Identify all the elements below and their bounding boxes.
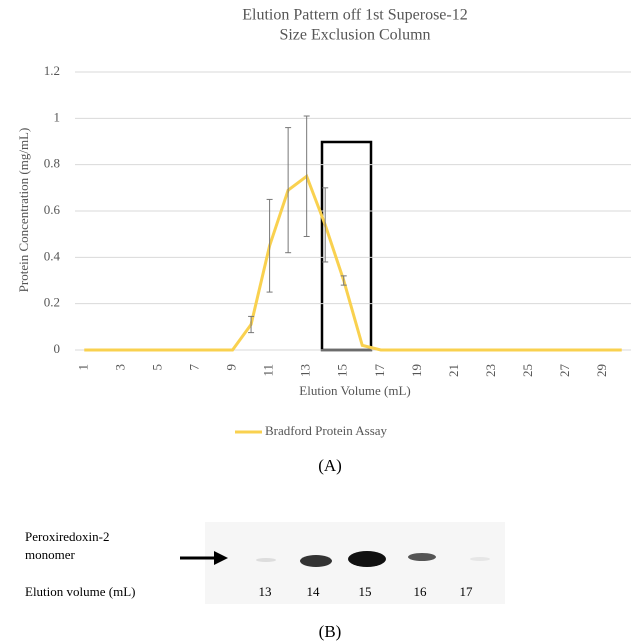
gel-band xyxy=(408,553,436,561)
protein-label: Peroxiredoxin-2 xyxy=(25,529,109,544)
y-tick-label: 0.2 xyxy=(44,295,60,310)
caption: (A) xyxy=(318,456,342,475)
x-tick-label: 13 xyxy=(298,364,313,377)
x-tick-label: 19 xyxy=(409,364,424,377)
caption: (B) xyxy=(319,622,342,641)
lane-number: 17 xyxy=(460,584,474,599)
figure: Elution Pattern off 1st Superose-12 Size… xyxy=(0,0,631,642)
protein-label: monomer xyxy=(25,547,75,562)
x-tick-label: 9 xyxy=(224,364,239,371)
lane-number: 14 xyxy=(307,584,321,599)
chart-title: Size Exclusion Column xyxy=(279,27,430,44)
x-tick-label: 3 xyxy=(112,364,127,371)
x-tick-label: 5 xyxy=(149,364,164,371)
x-tick-label: 17 xyxy=(372,364,387,378)
chart-title: Elution Pattern off 1st Superose-12 xyxy=(242,7,467,24)
line xyxy=(84,176,621,350)
gel-band xyxy=(256,558,276,562)
x-tick-label: 27 xyxy=(557,364,572,378)
y-tick-label: 0 xyxy=(54,341,61,356)
gel-band xyxy=(300,555,332,567)
lane-number: 15 xyxy=(359,584,372,599)
highlight-box xyxy=(322,142,371,350)
x-tick-label: 25 xyxy=(520,364,535,377)
x-tick-label: 23 xyxy=(483,364,498,377)
lane-number: 16 xyxy=(414,584,428,599)
y-axis-label: Protein Concentration (mg/mL) xyxy=(16,128,31,293)
lane-number: 13 xyxy=(259,584,272,599)
legend-label: Bradford Protein Assay xyxy=(265,423,388,438)
x-tick-label: 21 xyxy=(446,364,461,377)
x-tick-label: 7 xyxy=(186,364,201,371)
y-tick-label: 0.8 xyxy=(44,156,60,171)
y-tick-label: 1 xyxy=(54,109,61,124)
y-tick-label: 0.6 xyxy=(44,202,61,217)
gel-band xyxy=(348,551,386,567)
x-tick-label: 11 xyxy=(261,364,276,377)
x-tick-label: 15 xyxy=(335,364,350,377)
lane-label: Elution volume (mL) xyxy=(25,584,135,599)
x-axis-label: Elution Volume (mL) xyxy=(299,383,410,398)
x-tick-label: 1 xyxy=(75,364,90,371)
gel-band xyxy=(470,557,490,561)
y-tick-label: 1.2 xyxy=(44,63,60,78)
x-tick-label: 29 xyxy=(594,364,609,377)
error-bar xyxy=(267,199,273,292)
y-tick-label: 0.4 xyxy=(44,248,61,263)
